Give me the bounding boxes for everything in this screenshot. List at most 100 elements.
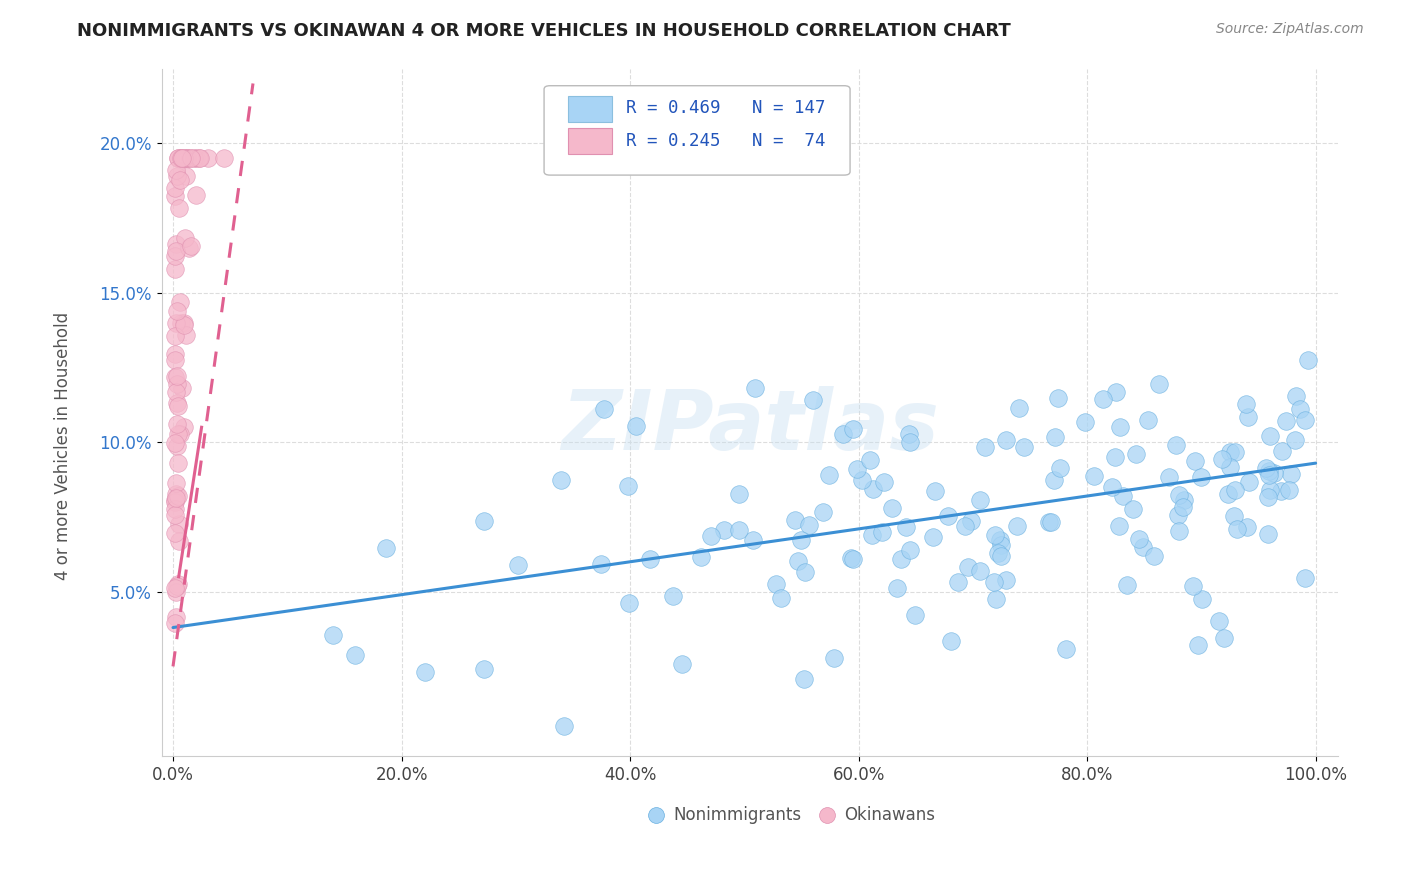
Point	[839, 551, 862, 566]
Point	[1258, 429, 1281, 443]
Text: 4 or more Vehicles in Household: 4 or more Vehicles in Household	[55, 312, 72, 580]
Point	[1173, 492, 1195, 507]
Point	[890, 551, 912, 566]
Text: R = 0.245   N =  74: R = 0.245 N = 74	[627, 132, 825, 150]
Point	[166, 396, 188, 410]
Point	[592, 402, 614, 417]
Point	[872, 525, 894, 540]
Point	[1168, 524, 1191, 539]
Point	[174, 231, 197, 245]
Point	[166, 417, 188, 431]
Point	[550, 473, 572, 487]
Point	[174, 169, 197, 183]
Point	[1211, 451, 1233, 466]
Point	[173, 151, 195, 165]
Point	[167, 534, 190, 549]
Text: Source: ZipAtlas.com: Source: ZipAtlas.com	[1216, 22, 1364, 37]
Point	[167, 516, 190, 531]
Point	[936, 509, 959, 524]
Point	[1074, 416, 1097, 430]
Point	[990, 538, 1012, 552]
Point	[413, 665, 436, 679]
Point	[166, 439, 188, 453]
Point	[987, 546, 1010, 560]
Point	[184, 151, 207, 165]
Point	[165, 492, 187, 507]
Point	[1189, 470, 1212, 484]
Point	[818, 467, 841, 482]
Point	[880, 501, 903, 516]
Point	[1083, 468, 1105, 483]
Point	[165, 616, 187, 631]
Point	[744, 381, 766, 395]
Point	[1294, 412, 1316, 426]
Point	[862, 483, 884, 497]
Point	[897, 426, 920, 441]
Point	[1234, 397, 1257, 411]
Point	[344, 648, 367, 662]
Point	[969, 493, 991, 508]
Point	[1043, 430, 1066, 444]
Point	[1212, 631, 1234, 645]
Point	[165, 188, 187, 202]
Point	[801, 393, 824, 408]
Point	[969, 564, 991, 578]
Point	[995, 433, 1018, 447]
Point	[1222, 509, 1244, 524]
FancyBboxPatch shape	[568, 96, 613, 122]
Point	[617, 479, 640, 493]
Point	[955, 518, 977, 533]
Point	[165, 329, 187, 343]
Point	[169, 427, 191, 442]
Point	[1236, 520, 1258, 534]
Point	[1128, 533, 1150, 547]
Point	[169, 295, 191, 310]
Point	[1132, 540, 1154, 554]
Point	[1101, 480, 1123, 494]
Point	[1187, 638, 1209, 652]
Point	[165, 436, 187, 450]
Point	[1270, 483, 1292, 498]
Point	[903, 608, 925, 623]
Point	[939, 634, 962, 648]
Point	[1137, 412, 1160, 426]
Point	[166, 369, 188, 384]
Point	[841, 552, 863, 566]
Point	[995, 573, 1018, 587]
Point	[167, 151, 190, 165]
Point	[1005, 519, 1028, 533]
Point	[166, 304, 188, 318]
FancyBboxPatch shape	[544, 86, 851, 175]
Point	[1122, 501, 1144, 516]
Point	[1149, 377, 1171, 392]
Point	[690, 549, 713, 564]
Point	[789, 533, 811, 548]
Point	[165, 476, 187, 491]
Point	[1237, 409, 1260, 424]
Point	[638, 552, 661, 566]
Point	[173, 419, 195, 434]
Point	[1104, 450, 1126, 464]
Point	[472, 662, 495, 676]
Point	[1168, 488, 1191, 502]
Point	[166, 576, 188, 591]
Point	[988, 533, 1011, 547]
Point	[174, 328, 197, 343]
Point	[1159, 469, 1181, 483]
Point	[1167, 508, 1189, 522]
Point	[1040, 515, 1063, 529]
Point	[1294, 571, 1316, 585]
Point	[886, 582, 908, 596]
Point	[167, 151, 190, 165]
Point	[165, 352, 187, 367]
Point	[1223, 445, 1246, 459]
Point	[1012, 441, 1035, 455]
Point	[851, 473, 873, 487]
Point	[898, 435, 921, 450]
Point	[214, 151, 236, 165]
Point	[1112, 490, 1135, 504]
Point	[894, 520, 917, 534]
Point	[1092, 392, 1115, 406]
Point	[990, 549, 1012, 563]
Point	[165, 261, 187, 276]
